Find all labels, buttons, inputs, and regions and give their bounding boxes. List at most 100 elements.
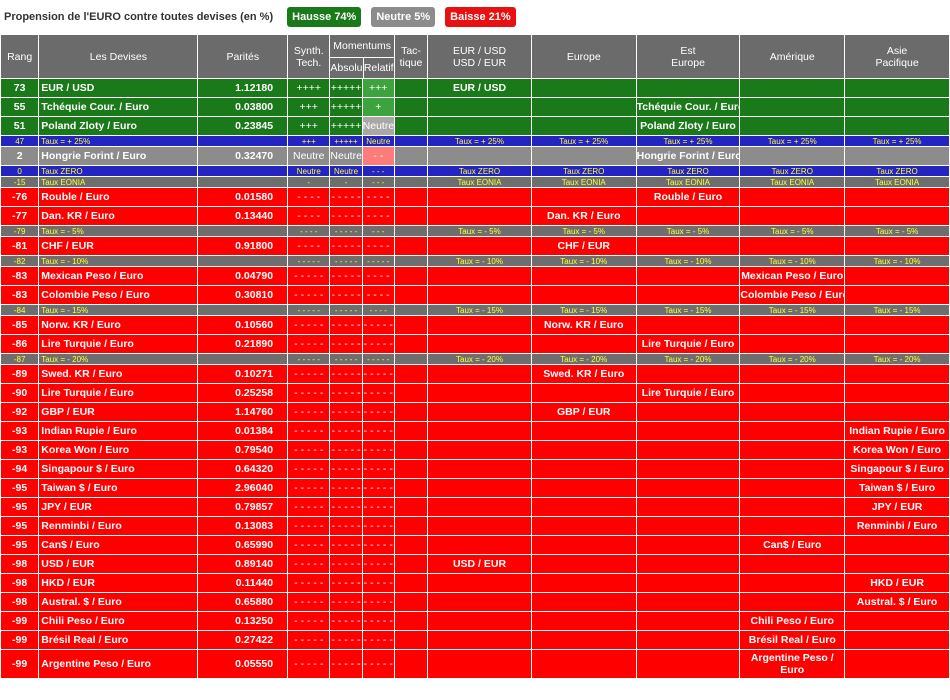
rang-cell: -76: [0, 187, 40, 207]
region-cell: Taux ZERO: [427, 165, 532, 177]
relatif-cell: - - - - -: [361, 440, 395, 460]
region-cell: [635, 364, 741, 384]
absolu-cell: - - - - -: [329, 497, 363, 517]
region-cell: [427, 478, 532, 498]
region-cell: [739, 497, 846, 517]
region-cell: Taux = - 5%: [635, 225, 741, 237]
table-row: -86 Lire Turquie / Euro 0.21890- - - - -- …: [0, 334, 950, 354]
parite-cell: 0.11440: [197, 573, 289, 593]
absolu-cell: - - - - -: [329, 206, 363, 226]
region-cell: Taux = - 15%: [427, 304, 532, 316]
region-cell: [739, 440, 846, 460]
region-cell: [739, 364, 846, 384]
region-cell: Taux = - 15%: [635, 304, 741, 316]
region-cell: Dan. KR / Euro: [530, 206, 637, 226]
rang-cell: -99: [0, 630, 40, 650]
synth-cell: - - - - -: [287, 334, 331, 354]
neutre-badge: Neutre 5%: [371, 7, 436, 27]
region-cell: [530, 146, 637, 166]
region-cell: [635, 535, 741, 555]
region-cell: [844, 402, 950, 422]
synth-cell: +++: [287, 116, 331, 136]
relatif-cell: - - - - -: [361, 497, 395, 517]
relatif-cell: - - - - -: [361, 315, 395, 335]
region-cell: [530, 649, 637, 679]
region-cell: [635, 315, 741, 335]
region-cell: [427, 573, 532, 593]
relatif-cell: - - - - -: [361, 611, 395, 631]
region-cell: [635, 402, 741, 422]
devise-cell: JPY / EUR: [38, 497, 199, 517]
region-cell: [844, 266, 950, 286]
table-row: -90 Lire Turquie / Euro 0.25258- - - - -- …: [0, 383, 950, 403]
absolu-cell: +++++: [329, 78, 363, 98]
rang-cell: -79: [0, 225, 40, 237]
tactique-cell: [393, 516, 429, 536]
parite-cell: [197, 353, 289, 365]
region-cell: Taux = - 15%: [530, 304, 637, 316]
region-cell: [739, 478, 846, 498]
table-row: -95 Taiwan $ / Euro 2.96040- - - - -- - - …: [0, 478, 950, 498]
synth-cell: - - - - -: [287, 364, 331, 384]
rang-cell: -99: [0, 649, 40, 679]
region-cell: [844, 187, 950, 207]
region-cell: [427, 315, 532, 335]
table-row: -81 CHF / EUR 0.91800- - - -- - - - -- - -…: [0, 236, 950, 256]
table-row: -83 Mexican Peso / Euro 0.04790- - - - -- …: [0, 266, 950, 286]
region-cell: [427, 364, 532, 384]
relatif-cell: - - -: [361, 225, 395, 237]
region-cell: [635, 236, 741, 256]
relatif-cell: - - - - -: [361, 535, 395, 555]
relatif-cell: - - -: [361, 176, 395, 188]
devise-cell: Korea Won / Euro: [38, 440, 199, 460]
synth-cell: - - - - -: [287, 497, 331, 517]
region-cell: [844, 146, 950, 166]
region-cell: Taux = + 25%: [635, 135, 741, 147]
region-cell: [635, 478, 741, 498]
devise-cell: Rouble / Euro: [38, 187, 199, 207]
region-cell: Taux = - 15%: [844, 304, 950, 316]
devise-cell: Indian Rupie / Euro: [38, 421, 199, 441]
devise-cell: Colombie Peso / Euro: [38, 285, 199, 305]
absolu-cell: +++++: [329, 135, 363, 147]
region-cell: [530, 516, 637, 536]
region-cell: Taux = - 20%: [427, 353, 532, 365]
region-cell: [844, 554, 950, 574]
table-row: -99 Chili Peso / Euro 0.13250- - - - -- - …: [0, 611, 950, 631]
synth-cell: +++: [287, 135, 331, 147]
region-cell: [427, 592, 532, 612]
region-cell: Brésil Real / Euro: [739, 630, 846, 650]
region-cell: Taux ZERO: [844, 165, 950, 177]
absolu-cell: - - - - -: [329, 649, 363, 679]
region-cell: [530, 478, 637, 498]
devise-cell: Taux = - 15%: [38, 304, 199, 316]
table-row: -98 Austral. $ / Euro 0.65880- - - - -- - …: [0, 592, 950, 612]
region-cell: Taux = + 25%: [530, 135, 637, 147]
rang-cell: -85: [0, 315, 40, 335]
tactique-cell: [393, 440, 429, 460]
table-row: -95 Renminbi / Euro 0.13083- - - - -- - - …: [0, 516, 950, 536]
parite-cell: 0.13083: [197, 516, 289, 536]
region-cell: [739, 187, 846, 207]
parite-cell: 0.03800: [197, 97, 289, 117]
parite-cell: 0.79540: [197, 440, 289, 460]
synth-cell: - - - - -: [287, 440, 331, 460]
synth-cell: - - - - -: [287, 573, 331, 593]
parite-cell: [197, 225, 289, 237]
region-cell: Taux = - 10%: [427, 255, 532, 267]
tactique-cell: [393, 97, 429, 117]
tactique-cell: [393, 225, 429, 237]
region-cell: [739, 236, 846, 256]
tactique-cell: [393, 630, 429, 650]
rang-cell: -98: [0, 554, 40, 574]
rang-cell: -84: [0, 304, 40, 316]
table-row: -77 Dan. KR / Euro 0.13440- - - -- - - - -…: [0, 206, 950, 226]
region-cell: [427, 611, 532, 631]
tactique-cell: [393, 78, 429, 98]
region-cell: [530, 334, 637, 354]
region-cell: [739, 554, 846, 574]
tactique-cell: [393, 334, 429, 354]
absolu-cell: - - - - -: [329, 285, 363, 305]
region-cell: [844, 206, 950, 226]
region-cell: Taux = - 20%: [739, 353, 846, 365]
